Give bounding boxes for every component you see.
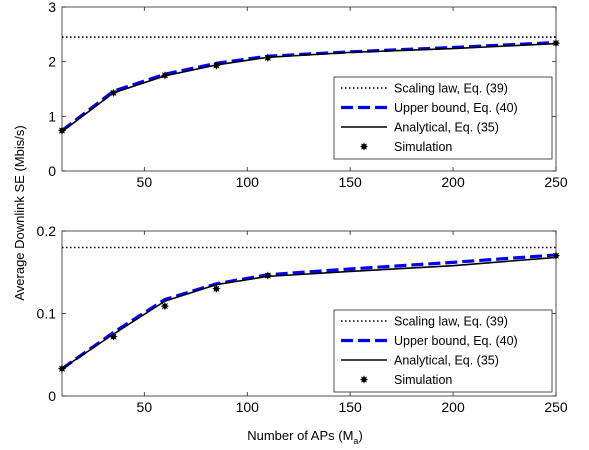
analytical-line — [61, 256, 557, 370]
x-tick-label: 50 — [137, 399, 153, 415]
y-tick-label: 3 — [48, 0, 56, 15]
simulation-marker — [57, 364, 67, 373]
y-axis-label: Average Downlink SE (Mbis/s) — [12, 125, 27, 300]
simulation-marker — [551, 251, 561, 260]
x-tick-label: 150 — [338, 174, 362, 190]
legend-entry-label: Scaling law, Eq. (39) — [394, 82, 508, 96]
legend-entry-label: Upper bound, Eq. (40) — [394, 101, 518, 115]
legend-entry-label: Analytical, Eq. (35) — [394, 121, 499, 135]
legend-simulation-marker — [359, 375, 369, 384]
legend-simulation-marker — [359, 142, 369, 151]
legend-entry-label: Analytical, Eq. (35) — [394, 354, 499, 368]
y-tick-label: 1 — [48, 108, 56, 124]
simulation-marker — [57, 126, 67, 135]
legend-entry-label: Scaling law, Eq. (39) — [394, 315, 508, 329]
simulation-marker — [160, 71, 170, 80]
x-tick-label: 250 — [544, 399, 568, 415]
x-tick-label: 100 — [236, 174, 260, 190]
simulation-marker — [263, 271, 273, 280]
y-tick-label: 0 — [48, 163, 56, 179]
simulation-marker — [160, 301, 170, 311]
legend-box — [333, 76, 553, 160]
x-tick-label: 100 — [236, 399, 260, 415]
bottom-chart-panel: 50 100 150 200 250 0 0.1 0.2 Scaling law, Eq. (3… — [37, 223, 568, 415]
simulation-marker — [109, 88, 118, 98]
legend-box — [333, 309, 553, 393]
simulation-marker — [212, 284, 221, 293]
analytical-line — [61, 42, 557, 133]
x-tick-label: 250 — [544, 174, 568, 190]
x-tick-label: 200 — [441, 174, 465, 190]
x-axis-label: Number of APs (Ma) — [247, 428, 363, 446]
legend-entry-label: Simulation — [394, 140, 452, 154]
y-tick-label: 2 — [48, 54, 56, 70]
legend-entry-label: Simulation — [394, 373, 452, 387]
y-tick-label: 0 — [48, 388, 56, 404]
y-tick-label: 0.1 — [37, 306, 57, 322]
simulation-marker — [551, 38, 561, 48]
upper-bound-line — [61, 40, 557, 132]
upper-bound-line — [61, 253, 557, 371]
legend-entry-label: Upper bound, Eq. (40) — [394, 334, 518, 348]
x-tick-label: 150 — [338, 399, 362, 415]
x-tick-label: 200 — [441, 399, 465, 415]
x-tick-label: 50 — [137, 174, 153, 190]
simulation-marker — [109, 332, 118, 341]
simulation-marker — [212, 61, 221, 70]
top-chart-panel: 50 100 150 200 250 0 1 2 3 Scaling law, Eq. (39) U… — [48, 0, 568, 190]
y-tick-label: 0.2 — [37, 223, 57, 239]
simulation-marker — [263, 53, 273, 63]
